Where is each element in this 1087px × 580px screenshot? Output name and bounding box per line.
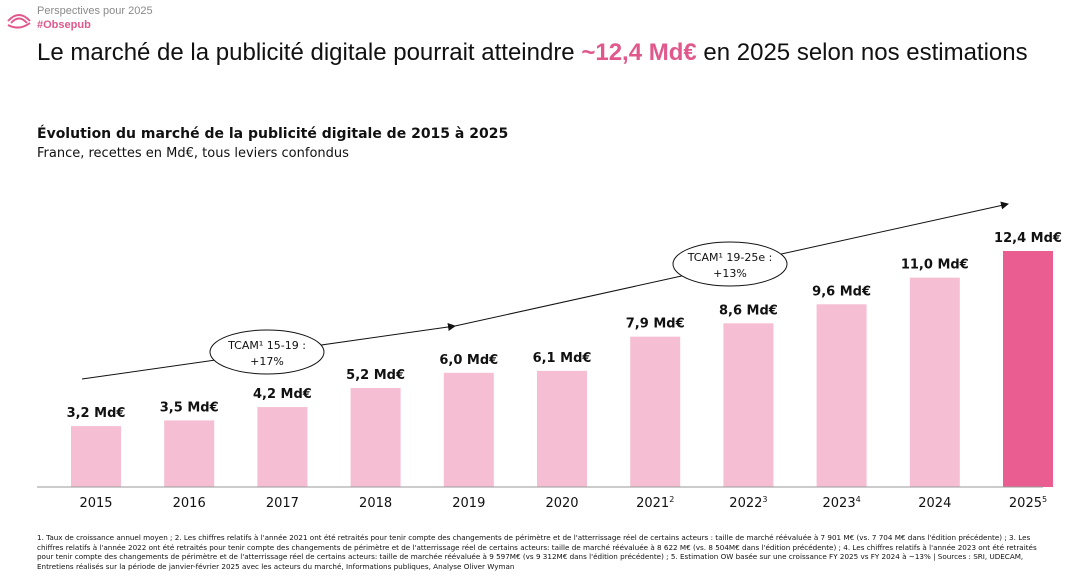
x-tick-label: 2016 <box>173 496 206 511</box>
title-part-1: Le marché de la publicité digitale pourr… <box>37 39 582 66</box>
cagr-bubble <box>209 329 325 375</box>
cagr-value: +13% <box>713 267 747 280</box>
hashtag: #Obsepub <box>37 19 91 31</box>
bar-2020 <box>537 370 587 487</box>
cagr-label: TCAM¹ 15-19 : <box>227 339 306 352</box>
bar-2019 <box>443 372 494 487</box>
bar-2017 <box>257 407 308 487</box>
bar-2018 <box>350 388 401 487</box>
value-label: 3,2 Md€ <box>67 406 126 421</box>
value-label: 11,0 Md€ <box>901 258 969 273</box>
x-tick-label: 2015 <box>79 496 112 511</box>
title-highlight: ~12,4 Md€ <box>581 39 697 66</box>
chart-subtitle: France, recettes en Md€, tous leviers co… <box>37 146 349 161</box>
title-part-2: en 2025 selon nos estimations <box>696 39 1028 66</box>
cagr-label: TCAM¹ 19-25e : <box>687 251 773 264</box>
bar-2022 <box>723 323 774 487</box>
x-tick-label: 2024 <box>918 496 951 511</box>
chart-title: Évolution du marché de la publicité digi… <box>37 126 509 142</box>
obsepub-logo-icon <box>7 14 31 29</box>
value-label: 9,6 Md€ <box>812 284 871 299</box>
value-label: 4,2 Md€ <box>253 387 312 402</box>
x-tick-label: 2017 <box>266 496 299 511</box>
cagr-value: +17% <box>250 355 284 368</box>
x-tick-label: 20212 <box>636 495 674 511</box>
x-tick-label: 2019 <box>452 496 485 511</box>
x-tick-label: 20223 <box>729 495 767 511</box>
bar-2025 <box>1003 251 1053 487</box>
bar-2021 <box>630 336 681 487</box>
value-label: 5,2 Md€ <box>346 368 405 383</box>
bar-2024 <box>909 277 960 487</box>
x-tick-label: 20255 <box>1009 495 1047 511</box>
page-title: Le marché de la publicité digitale pourr… <box>37 38 1037 67</box>
value-label: 6,0 Md€ <box>439 353 498 368</box>
cagr-bubble <box>672 241 788 287</box>
value-label: 7,9 Md€ <box>626 317 685 332</box>
x-tick-label: 2020 <box>545 496 578 511</box>
value-label: 3,5 Md€ <box>160 400 219 415</box>
value-label: 8,6 Md€ <box>719 303 778 318</box>
value-label: 6,1 Md€ <box>533 351 592 366</box>
footnote: 1. Taux de croissance annuel moyen ; 2. … <box>37 533 1037 571</box>
bar-2015 <box>71 426 121 487</box>
report-kicker: Perspectives pour 2025 <box>37 5 153 17</box>
value-label: 12,4 Md€ <box>994 231 1062 246</box>
x-tick-label: 2018 <box>359 496 392 511</box>
bar-2016 <box>164 420 215 487</box>
x-tick-label: 20234 <box>823 495 861 511</box>
bar-2023 <box>816 304 867 487</box>
